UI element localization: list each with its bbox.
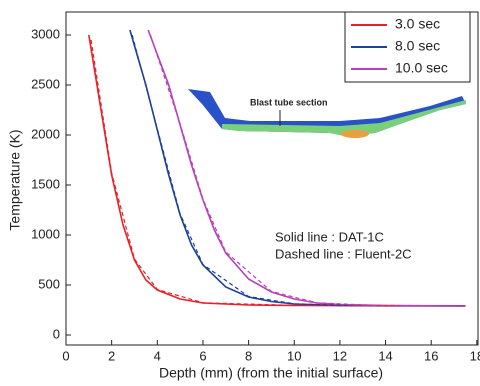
y-tick-label: 1000 [31,226,60,241]
y-tick-label: 3000 [31,26,60,41]
x-tick-label: 8 [245,348,252,363]
x-tick-label: 2 [108,348,115,363]
annotation: Dashed line : Fluent-2C [275,246,412,261]
y-tick-label: 2500 [31,76,60,91]
x-axis-label: Depth (mm) (from the initial surface) [159,365,383,381]
x-tick-label: 10 [287,348,301,363]
x-tick-label: 6 [199,348,206,363]
y-tick-label: 2000 [31,126,60,141]
legend-label: 8.0 sec [395,38,440,54]
x-tick-label: 16 [424,348,438,363]
legend-label: 10.0 sec [395,60,448,76]
chart: Blast tube section Solid line : DAT-1C D… [0,0,480,386]
x-tick-label: 12 [333,348,347,363]
inset-image [188,89,466,138]
dashed-line [150,35,374,305]
x-tick-label: 14 [378,348,392,363]
y-tick-label: 500 [38,276,60,291]
page: Blast tube section Solid line : DAT-1C D… [0,0,480,386]
x-tick-label: 4 [154,348,161,363]
inset-shape [341,130,369,138]
x-tick-label: 0 [62,348,69,363]
y-axis-label: Temperature (K) [7,129,23,230]
x-tick-label: 18 [470,348,480,363]
y-tick-label: 0 [53,326,60,341]
annotation: Solid line : DAT-1C [275,229,384,244]
y-tick-label: 1500 [31,176,60,191]
legend-label: 3.0 sec [395,16,440,32]
inset-label: Blast tube section [250,97,328,107]
